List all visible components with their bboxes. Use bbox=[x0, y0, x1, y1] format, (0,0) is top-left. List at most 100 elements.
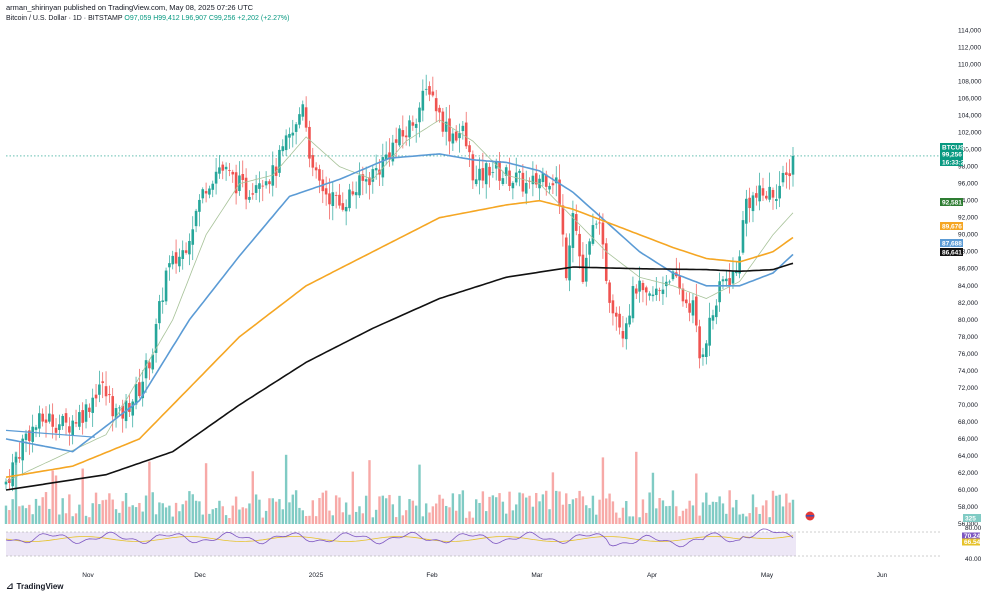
volume-bar bbox=[64, 513, 68, 524]
volume-bar bbox=[108, 493, 111, 524]
volume-bar bbox=[638, 517, 641, 524]
y-tick-label: 56,000 bbox=[958, 521, 978, 528]
volume-bar bbox=[541, 494, 545, 524]
candle-body bbox=[78, 412, 81, 427]
volume-bar bbox=[458, 494, 461, 524]
volume-bar bbox=[605, 498, 608, 524]
candle-body bbox=[364, 179, 368, 182]
volume-bar bbox=[368, 460, 371, 524]
volume-bar bbox=[535, 492, 538, 524]
ohlc-open: O97,059 bbox=[124, 15, 152, 22]
candle-body bbox=[751, 195, 755, 212]
candle-body bbox=[691, 300, 695, 316]
price-tag bbox=[940, 248, 963, 256]
candle-body bbox=[4, 481, 8, 485]
candle-body bbox=[208, 188, 211, 195]
volume-bar bbox=[171, 516, 174, 524]
volume-bar bbox=[771, 490, 775, 524]
volume-bar bbox=[501, 501, 505, 524]
volume-bar bbox=[525, 497, 528, 524]
volume-bar bbox=[701, 502, 705, 524]
volume-bar bbox=[394, 517, 398, 524]
volume-bar bbox=[181, 504, 184, 524]
candle-body bbox=[541, 173, 545, 183]
candle-body bbox=[361, 174, 365, 181]
candle-body bbox=[594, 223, 598, 225]
volume-bar bbox=[715, 502, 718, 524]
volume-bar bbox=[141, 511, 144, 524]
volume-bar bbox=[665, 506, 668, 524]
candle-body bbox=[564, 237, 568, 279]
volume-bar bbox=[361, 513, 365, 524]
y-tick-label: 72,000 bbox=[958, 385, 978, 392]
candle-body bbox=[638, 280, 641, 292]
ohlc-change: +2,202 (+2.27%) bbox=[237, 15, 290, 22]
candle-body bbox=[381, 157, 385, 178]
candle-body bbox=[318, 169, 321, 181]
volume-bar bbox=[585, 505, 588, 524]
volume-bar bbox=[208, 513, 211, 524]
volume-bar bbox=[508, 491, 511, 524]
volume-bar bbox=[384, 498, 388, 524]
candle-body bbox=[254, 185, 258, 193]
volume-bar bbox=[628, 516, 631, 524]
candle-body bbox=[314, 167, 318, 171]
candle-body bbox=[368, 177, 371, 186]
candle-body bbox=[41, 413, 44, 422]
price-tag-label: 16:33:27 bbox=[942, 159, 968, 166]
candle-body bbox=[351, 191, 355, 195]
candle-body bbox=[344, 206, 348, 212]
volume-bar bbox=[168, 505, 171, 524]
volume-bar bbox=[38, 505, 41, 524]
candle-body bbox=[294, 124, 298, 132]
candle-body bbox=[204, 191, 208, 194]
volume-bar bbox=[528, 495, 531, 524]
volume-bar bbox=[374, 509, 378, 524]
candle-body bbox=[711, 315, 715, 321]
event-flag-stripe bbox=[806, 515, 814, 517]
volume-bar bbox=[331, 515, 335, 524]
candle-body bbox=[191, 229, 195, 245]
y-tick-label: 114,000 bbox=[958, 28, 981, 35]
price-tag bbox=[940, 158, 963, 166]
candle-body bbox=[571, 213, 575, 248]
candle-body bbox=[81, 410, 84, 423]
volume-bar bbox=[434, 503, 438, 524]
candle-body bbox=[584, 257, 588, 282]
volume-bar bbox=[741, 513, 745, 524]
price-tag-label: 92,581 bbox=[942, 199, 962, 206]
volume-bar bbox=[198, 501, 201, 524]
candle-body bbox=[218, 167, 221, 174]
volume-bar bbox=[84, 515, 88, 524]
y-tick-label: 106,000 bbox=[958, 96, 982, 103]
candle-body bbox=[158, 301, 161, 324]
candle-body bbox=[338, 194, 341, 206]
candle-body bbox=[148, 362, 151, 369]
candle-body bbox=[715, 305, 718, 318]
volume-bar bbox=[725, 513, 728, 524]
candle-body bbox=[391, 142, 395, 162]
candle-body bbox=[588, 241, 591, 255]
candle-body bbox=[681, 288, 685, 302]
volume-bar bbox=[511, 510, 515, 524]
candle-body bbox=[84, 404, 88, 422]
volume-bar bbox=[481, 491, 485, 524]
volume-bar bbox=[555, 490, 558, 524]
candle-body bbox=[684, 299, 688, 304]
candle-body bbox=[54, 427, 58, 433]
volume-bar bbox=[468, 511, 471, 524]
volume-bar bbox=[98, 504, 101, 524]
candle-body bbox=[735, 270, 738, 274]
candle-body bbox=[114, 408, 118, 419]
volume-bar bbox=[558, 491, 561, 524]
volume-bar bbox=[538, 501, 541, 524]
volume-bar bbox=[788, 502, 791, 524]
candle-body bbox=[765, 195, 768, 199]
volume-bar bbox=[485, 511, 488, 524]
candle-body bbox=[421, 90, 425, 111]
volume-bar bbox=[778, 494, 781, 524]
candle-body bbox=[668, 281, 671, 283]
candle-body bbox=[454, 131, 458, 141]
candle-body bbox=[278, 149, 281, 173]
